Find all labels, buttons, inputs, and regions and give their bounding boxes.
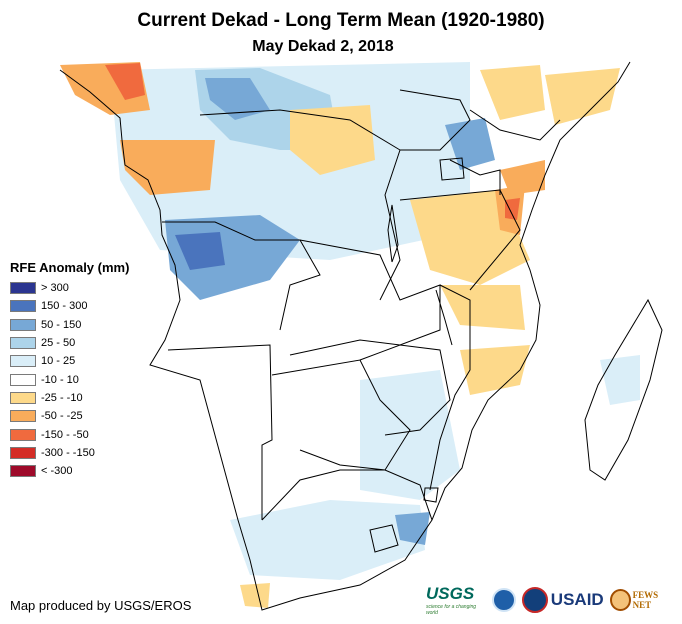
border-zambia: [289, 239, 441, 356]
anomaly-yellow-somalia: [545, 68, 620, 125]
agency-logos: USGS science for a changing world USAID …: [426, 584, 682, 616]
lake-victoria: [439, 157, 465, 181]
anomaly-orange-nigeria: [120, 140, 215, 195]
border-zimbabwe: [359, 344, 451, 436]
usaid-logo: USAID: [521, 587, 604, 613]
fews-net-logo-text: FEWS NET: [632, 590, 659, 610]
legend-label: < -300: [41, 465, 73, 478]
anomaly-red-coast: [505, 198, 520, 220]
legend-item: 150 - 300: [10, 297, 129, 315]
border-malawi: [435, 289, 453, 346]
legend-item: -300 - -150: [10, 444, 129, 462]
usgs-tagline: science for a changing world: [426, 604, 477, 616]
legend-label: -300 - -150: [41, 446, 95, 459]
border-uganda-kenya: [449, 159, 501, 195]
border-ethiopia: [469, 109, 561, 141]
anomaly-light-blue-north: [110, 62, 470, 260]
country-borders: [59, 61, 663, 611]
anomaly-darkblue-angola: [175, 232, 225, 270]
anomaly-red-westafrica: [105, 63, 145, 100]
map-credit: Map produced by USGS/EROS: [10, 598, 192, 613]
map-title: Current Dekad - Long Term Mean (1920-198…: [137, 10, 545, 31]
lake-tanganyika: [387, 204, 399, 263]
legend-swatch: [10, 282, 36, 295]
anomaly-blue-south: [230, 500, 425, 580]
africa-coastline: [59, 61, 631, 611]
map-subtitle: May Dekad 2, 2018: [252, 38, 394, 55]
fews-net-logo: FEWS NET: [609, 589, 676, 611]
legend: RFE Anomaly (mm) > 300 150 - 300 50 - 15…: [10, 260, 129, 480]
border-lesotho: [369, 524, 399, 553]
border-car: [199, 109, 401, 151]
legend-label: -10 - 10: [41, 373, 79, 386]
fews-seal-icon: [609, 589, 631, 611]
anomaly-yellow-ethiopia: [480, 65, 545, 120]
legend-label: 10 - 25: [41, 355, 76, 368]
border-mozambique: [429, 284, 471, 491]
legend-swatch: [10, 355, 36, 368]
legend-item: -25 - -10: [10, 389, 129, 407]
anomaly-blue-congo-core: [205, 78, 270, 120]
legend-item: < -300: [10, 462, 129, 480]
legend-label: 25 - 50: [41, 337, 76, 350]
legend-label: 150 - 300: [41, 300, 88, 313]
legend-title: RFE Anomaly (mm): [10, 260, 130, 275]
anomaly-blue-kzn: [395, 512, 430, 545]
legend-swatch: [10, 318, 36, 331]
legend-swatch: [10, 373, 36, 386]
border-drc-east: [379, 149, 401, 301]
anomaly-yellow-capecoast: [240, 583, 270, 608]
legend-swatch: [10, 300, 36, 313]
legend-label: -50 - -25: [41, 410, 83, 423]
anomaly-blue-lakes: [445, 118, 495, 170]
usgs-logo: USGS science for a changing world: [426, 584, 486, 616]
usaid-seal-icon: [521, 587, 548, 613]
noaa-logo: [491, 588, 516, 612]
legend-item: -50 - -25: [10, 407, 129, 425]
legend-swatch: [10, 446, 36, 459]
legend-label: > 300: [41, 282, 69, 295]
border-tanzania: [399, 189, 521, 291]
usaid-logo-text: USAID: [550, 590, 604, 609]
usgs-logo-text: USGS: [426, 584, 475, 603]
legend-item: 50 - 150: [10, 316, 129, 334]
legend-swatch: [10, 428, 36, 441]
legend-label: -25 - -10: [41, 391, 83, 404]
border-namibia: [167, 344, 273, 520]
legend-swatch: [10, 465, 36, 478]
legend-item: 10 - 25: [10, 352, 129, 370]
legend-item: -10 - 10: [10, 370, 129, 388]
legend-item: 25 - 50: [10, 334, 129, 352]
legend-label: -150 - -50: [41, 428, 89, 441]
noaa-seal-icon: [491, 588, 516, 612]
legend-item: -150 - -50: [10, 425, 129, 443]
anomaly-yellow-zambia: [440, 285, 525, 330]
anomaly-orange-kenya: [500, 160, 545, 195]
legend-swatch: [10, 410, 36, 423]
border-sudan: [399, 89, 471, 151]
anomaly-field: [60, 62, 640, 608]
border-swaziland: [423, 487, 439, 503]
legend-swatch: [10, 337, 36, 350]
legend-item: > 300: [10, 279, 129, 297]
madagascar-coastline: [584, 298, 663, 481]
anomaly-blue-madagascar: [600, 355, 640, 405]
border-south-africa: [261, 469, 433, 521]
legend-swatch: [10, 391, 36, 404]
legend-label: 50 - 150: [41, 318, 82, 331]
anomaly-yellow-mozambique: [460, 345, 530, 395]
